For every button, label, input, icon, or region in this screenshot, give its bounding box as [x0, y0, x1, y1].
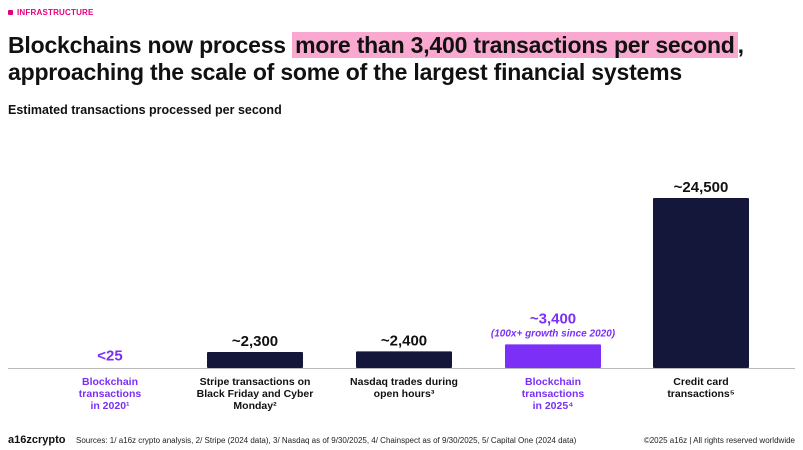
value-label-3: ~3,400 [530, 310, 576, 327]
chart-subtitle: Estimated transactions processed per sec… [8, 103, 282, 117]
category-label-0: Blockchain transactions in 2020¹ [79, 376, 142, 412]
footer-sources: Sources: 1/ a16z crypto analysis, 2/ Str… [76, 436, 577, 445]
title-part2: , approaching the scale of some of the l… [8, 32, 744, 85]
footer-copyright: ©2025 a16z | All rights reserved worldwi… [643, 436, 795, 445]
logo: a16zcrypto [8, 434, 66, 446]
value-label-1: ~2,300 [232, 333, 278, 350]
tag-marker-icon [8, 10, 13, 15]
category-label-3: Blockchain transactions in 2025⁴ [522, 376, 585, 412]
category-label-2: Nasdaq trades during open hours³ [350, 376, 458, 400]
value-label-4: ~24,500 [674, 179, 729, 196]
title-part1: Blockchains now process [8, 32, 293, 58]
bar-2 [356, 351, 452, 368]
value-label-0: <25 [97, 348, 122, 365]
value-label-2: ~2,400 [381, 332, 427, 349]
category-label-1: Stripe transactions on Black Friday and C… [197, 376, 314, 412]
section-tag-label: INFRASTRUCTURE [17, 8, 94, 17]
bar-3 [505, 344, 601, 368]
page-title: Blockchains now process more than 3,400 … [8, 32, 798, 86]
title-highlight: more than 3,400 transactions per second [292, 32, 738, 58]
bar-annotation-3: (100x+ growth since 2020) [491, 328, 616, 339]
bar-1 [207, 352, 303, 368]
section-tag: INFRASTRUCTURE [8, 8, 94, 17]
category-label-4: Credit card transactions⁵ [667, 376, 734, 400]
bar-4 [653, 198, 749, 368]
